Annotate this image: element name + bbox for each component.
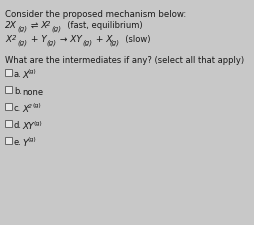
Bar	[5, 103, 12, 110]
Text: X: X	[5, 35, 11, 44]
Text: (g): (g)	[82, 39, 92, 45]
Text: (g): (g)	[46, 39, 56, 45]
Text: (slow): (slow)	[120, 35, 151, 44]
Text: e.: e.	[14, 138, 22, 147]
Text: (g): (g)	[27, 137, 36, 142]
Text: (g): (g)	[17, 25, 27, 32]
Text: (g): (g)	[27, 70, 36, 74]
Text: a.: a.	[14, 70, 22, 79]
Text: Y: Y	[22, 139, 27, 148]
Text: XY: XY	[22, 122, 34, 131]
Text: (g): (g)	[33, 121, 42, 126]
Text: (g): (g)	[33, 104, 41, 108]
Text: c.: c.	[14, 104, 21, 113]
Text: (g): (g)	[51, 25, 61, 32]
Text: b.: b.	[14, 87, 22, 96]
Text: + X: + X	[93, 35, 112, 44]
Bar	[5, 120, 12, 127]
Text: none: none	[22, 88, 43, 97]
Text: 2X: 2X	[5, 21, 17, 30]
Text: → XY: → XY	[57, 35, 82, 44]
Text: + Y: + Y	[28, 35, 47, 44]
Text: 2: 2	[27, 104, 31, 109]
Text: Consider the proposed mechanism below:: Consider the proposed mechanism below:	[5, 10, 186, 19]
Bar	[5, 69, 12, 76]
Text: 2: 2	[46, 21, 51, 27]
Text: What are the intermediates if any? (select all that apply): What are the intermediates if any? (sele…	[5, 56, 244, 65]
Text: X: X	[22, 71, 28, 80]
Text: (g): (g)	[109, 39, 119, 45]
Text: 2: 2	[12, 35, 17, 41]
Bar	[5, 137, 12, 144]
Text: (g): (g)	[17, 39, 27, 45]
Text: (fast, equilibrium): (fast, equilibrium)	[62, 21, 143, 30]
Text: ⇌ X: ⇌ X	[28, 21, 47, 30]
Text: X: X	[22, 105, 28, 114]
Bar	[5, 86, 12, 93]
Text: d.: d.	[14, 121, 22, 130]
